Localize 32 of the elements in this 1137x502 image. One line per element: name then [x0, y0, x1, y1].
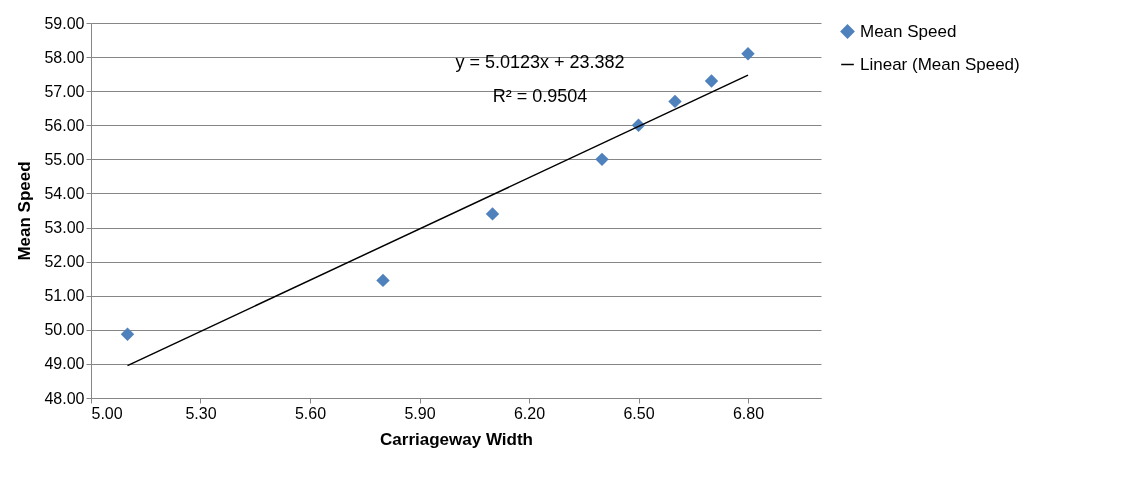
y-tick-label: 56.00 — [44, 116, 85, 134]
point — [376, 273, 390, 288]
point — [595, 152, 609, 167]
x-tick-label: 6.80 — [732, 404, 765, 422]
y-axis-title: Mean Speed — [15, 161, 35, 261]
point — [741, 46, 755, 61]
legend-label: Mean Speed — [860, 21, 957, 41]
y-tick-label: 55.00 — [44, 150, 85, 168]
y-tick-label: 52.00 — [44, 253, 85, 271]
annotation: y = 5.0123x + 23.382 — [455, 52, 625, 72]
y-tick-label: 50.00 — [44, 321, 85, 339]
y-tick-label: 49.00 — [44, 355, 85, 373]
legend-label: Linear (Mean Speed) — [860, 54, 1020, 74]
y-tick-label: 48.00 — [44, 389, 85, 407]
point — [704, 74, 719, 88]
y-tick-label: 57.00 — [44, 82, 85, 100]
annotation: R² = 0.9504 — [492, 86, 588, 106]
y-tick-label: 54.00 — [44, 184, 85, 202]
y-tick-label: 58.00 — [44, 48, 85, 66]
x-tick-label: 5.60 — [294, 404, 327, 422]
x-tick-label: 5.00 — [91, 404, 123, 422]
x-axis-title: Carriageway Width — [380, 429, 533, 449]
x-tick-label: 6.50 — [623, 404, 655, 422]
point — [120, 327, 135, 341]
y-tick-label: 51.00 — [44, 287, 85, 305]
y-tick-label: 59.00 — [44, 14, 85, 32]
x-tick-label: 6.20 — [513, 404, 546, 422]
x-tick-label: 5.90 — [404, 404, 436, 422]
point — [668, 94, 682, 109]
point — [485, 207, 500, 221]
x-tick-label: 5.30 — [185, 404, 217, 422]
y-tick-label: 53.00 — [44, 219, 85, 237]
